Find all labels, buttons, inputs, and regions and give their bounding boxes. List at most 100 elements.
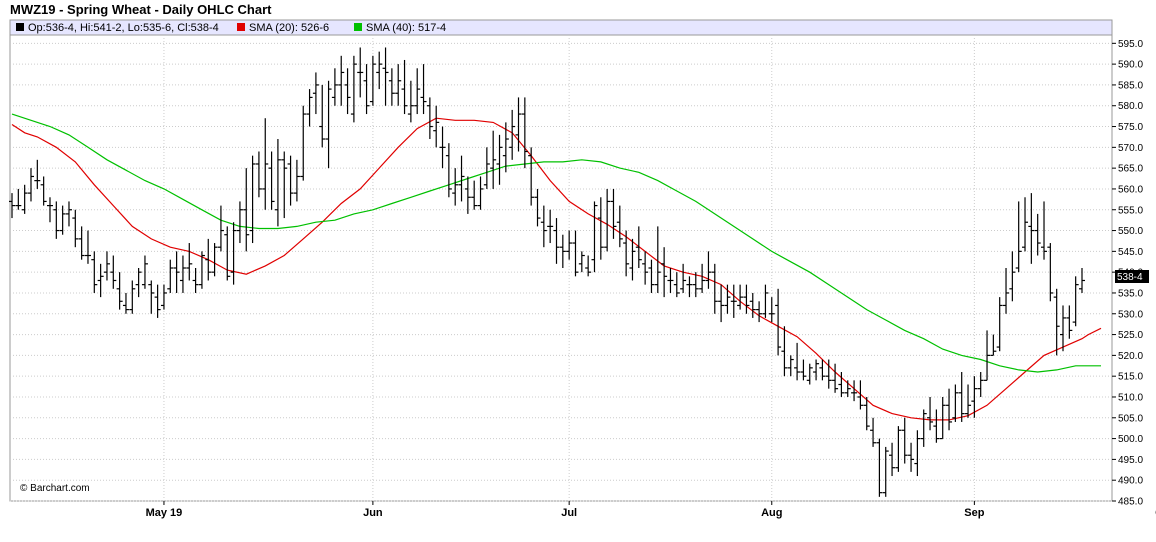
ohlc-bar <box>844 380 851 397</box>
ohlc-bar <box>1009 251 1016 302</box>
ohlc-bar <box>268 151 275 210</box>
ohlc-bar <box>990 334 997 356</box>
ohlc-bar <box>471 180 478 210</box>
y-tick-label: 505.0 <box>1118 413 1143 424</box>
ohlc-bar <box>97 263 104 298</box>
ohlc-bar <box>116 272 123 310</box>
ohlc-bar <box>376 51 383 90</box>
ohlc-bar <box>787 355 794 377</box>
ohlc-bar <box>135 268 142 298</box>
ohlc-bar <box>623 230 630 277</box>
ohlc-bar <box>344 68 351 115</box>
ohlc-bar <box>654 226 661 293</box>
x-month-label: Jun <box>363 507 383 519</box>
legend-item: SMA (20): 526-6 <box>249 22 329 34</box>
ohlc-bar <box>768 297 775 323</box>
ohlc-bar <box>331 68 338 106</box>
ohlc-bar <box>686 276 693 298</box>
ohlc-bar <box>540 205 547 248</box>
ohlc-bar <box>939 396 946 440</box>
ohlc-bar <box>173 251 180 293</box>
y-tick-label: 520.0 <box>1118 351 1143 362</box>
ohlc-bar <box>749 292 756 318</box>
ohlc-bar <box>414 68 421 115</box>
ohlc-bar <box>680 263 687 293</box>
last-price-label: 538-4 <box>1117 272 1143 283</box>
ohlc-bar <box>933 409 940 443</box>
ohlc-bar <box>876 438 883 497</box>
legend-swatch <box>16 23 24 31</box>
ohlc-bar <box>141 255 148 289</box>
ohlc-bar <box>103 251 110 281</box>
legend-item: Op:536-4, Hi:541-2, Lo:535-6, Cl:538-4 <box>28 22 219 34</box>
ohlc-bar <box>154 284 161 318</box>
x-axis: May 19JunJulAugSepOct <box>146 501 1156 519</box>
ohlc-bar <box>870 417 877 447</box>
ohlc-bar <box>509 109 516 160</box>
ohlc-bar <box>27 168 34 202</box>
ohlc-bar <box>357 47 364 98</box>
ohlc-bar <box>566 230 573 260</box>
y-tick-label: 530.0 <box>1118 309 1143 320</box>
ohlc-bar <box>192 268 199 293</box>
ohlc-bar <box>952 384 959 422</box>
sma-line <box>11 113 1101 373</box>
y-tick-label: 595.0 <box>1118 39 1143 50</box>
ohlc-bar <box>901 417 908 464</box>
ohlc-bar <box>629 238 636 281</box>
y-tick-label: 545.0 <box>1118 247 1143 258</box>
ohlc-bar <box>110 255 117 289</box>
ohlc-bar <box>1022 197 1029 252</box>
ohlc-bar <box>300 105 307 181</box>
ohlc-bar <box>490 130 497 189</box>
y-tick-label: 565.0 <box>1118 164 1143 175</box>
legend-swatch <box>237 23 245 31</box>
ohlc-bar <box>946 388 953 431</box>
ohlc-bar <box>395 64 402 106</box>
y-tick-label: 485.0 <box>1118 497 1143 508</box>
ohlc-bar <box>350 55 357 123</box>
x-month-label: Sep <box>964 507 984 519</box>
ohlc-bar <box>78 226 85 260</box>
ohlc-bar <box>388 68 395 106</box>
ohlc-bar <box>667 268 674 293</box>
ohlc-bar <box>433 105 440 148</box>
ohlc-bar <box>148 280 155 314</box>
ohlc-bar <box>838 372 845 397</box>
ohlc-bar <box>775 288 782 356</box>
ohlc-bar <box>217 205 224 252</box>
ohlc-bar <box>445 143 452 198</box>
ohlc-bar <box>965 384 972 418</box>
ohlc-bars <box>9 47 1085 497</box>
y-tick-label: 580.0 <box>1118 101 1143 112</box>
ohlc-bar <box>496 134 503 185</box>
ohlc-bar <box>927 396 934 431</box>
ohlc-bar <box>1034 213 1041 256</box>
y-tick-label: 570.0 <box>1118 143 1143 154</box>
ohlc-bar <box>122 292 129 314</box>
ohlc-bar <box>743 284 750 314</box>
ohlc-bar <box>1015 201 1022 273</box>
copyright-text: © Barchart.com <box>20 483 90 494</box>
ohlc-bar <box>363 64 370 115</box>
ohlc-bar <box>401 59 408 115</box>
ohlc-bar <box>1047 243 1054 302</box>
ohlc-bar <box>914 430 921 477</box>
ohlc-bar <box>572 230 579 277</box>
ohlc-bar <box>1066 305 1073 339</box>
ohlc-bar <box>1053 288 1060 356</box>
ohlc-bar <box>756 301 763 323</box>
ohlc-bar <box>458 155 465 202</box>
ohlc-bar <box>996 297 1003 352</box>
ohlc-bar <box>635 226 642 268</box>
ohlc-bar <box>34 159 41 189</box>
ohlc-bar <box>160 284 167 310</box>
x-month-label: Jul <box>561 507 577 519</box>
ohlc-bar <box>186 243 193 281</box>
ohlc-bar <box>464 176 471 214</box>
ohlc-bar <box>819 359 826 381</box>
ohlc-bar <box>673 272 680 298</box>
ohlc-bar <box>610 188 617 239</box>
ohlc-bar <box>730 284 737 318</box>
